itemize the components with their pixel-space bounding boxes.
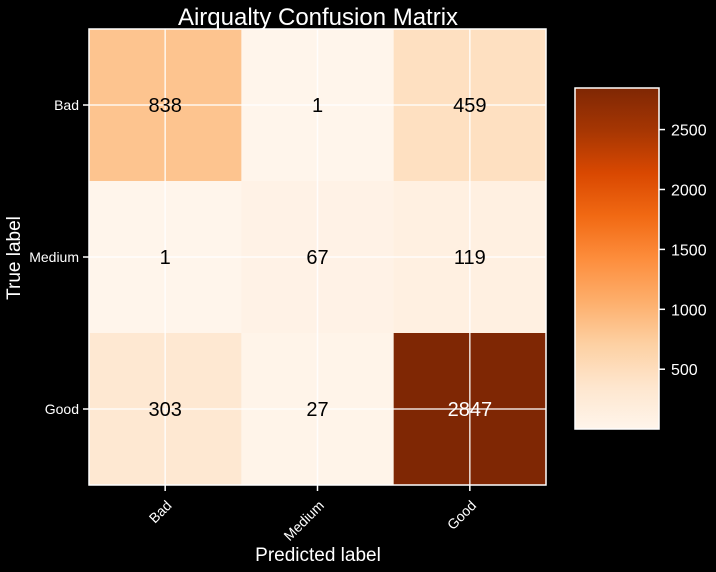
- x-tick-label: Bad: [146, 497, 175, 526]
- cell-value-label: 303: [148, 399, 181, 421]
- cell-value-label: 1: [312, 95, 323, 117]
- x-tick-label: Good: [444, 497, 480, 533]
- cell-value-label: 27: [306, 399, 328, 421]
- chart-title: Airqualty Confusion Matrix: [178, 4, 458, 31]
- y-tick-label: Medium: [29, 249, 79, 265]
- colorbar-tick-label: 2500: [671, 123, 707, 140]
- cell-value-labels: 838 1 459 1 67 119 303 27 2847: [148, 95, 492, 421]
- grid-lines: [89, 29, 546, 485]
- colorbar-tick-label: 500: [671, 362, 698, 379]
- colorbar-gradient: [575, 88, 659, 429]
- x-tick-label: Medium: [280, 497, 327, 544]
- cell-value-label: 1: [160, 247, 171, 269]
- colorbar-frame: [574, 87, 660, 430]
- cell-value-label: 119: [454, 247, 486, 269]
- cell-value-label: 459: [453, 95, 486, 117]
- colorbar-tick-label: 1500: [671, 242, 707, 259]
- cell-value-label: 67: [306, 247, 328, 269]
- x-axis-ticks: Bad Medium Good: [146, 485, 480, 544]
- colorbar: 500 1000 1500 2000 2500: [574, 87, 707, 430]
- colorbar-ticks: 500 1000 1500 2000 2500: [659, 123, 707, 379]
- cell-value-label: 2847: [448, 399, 493, 421]
- y-axis-label: True label: [4, 216, 25, 300]
- y-tick-label: Bad: [54, 97, 79, 113]
- cell-value-label: 838: [148, 95, 181, 117]
- x-axis-label: Predicted label: [255, 545, 381, 566]
- y-tick-label: Good: [45, 401, 79, 417]
- colorbar-tick-label: 2000: [671, 182, 707, 199]
- colorbar-tick-label: 1000: [671, 302, 707, 319]
- plot-frame: [88, 28, 547, 486]
- y-axis-ticks: Bad Medium Good: [29, 97, 89, 417]
